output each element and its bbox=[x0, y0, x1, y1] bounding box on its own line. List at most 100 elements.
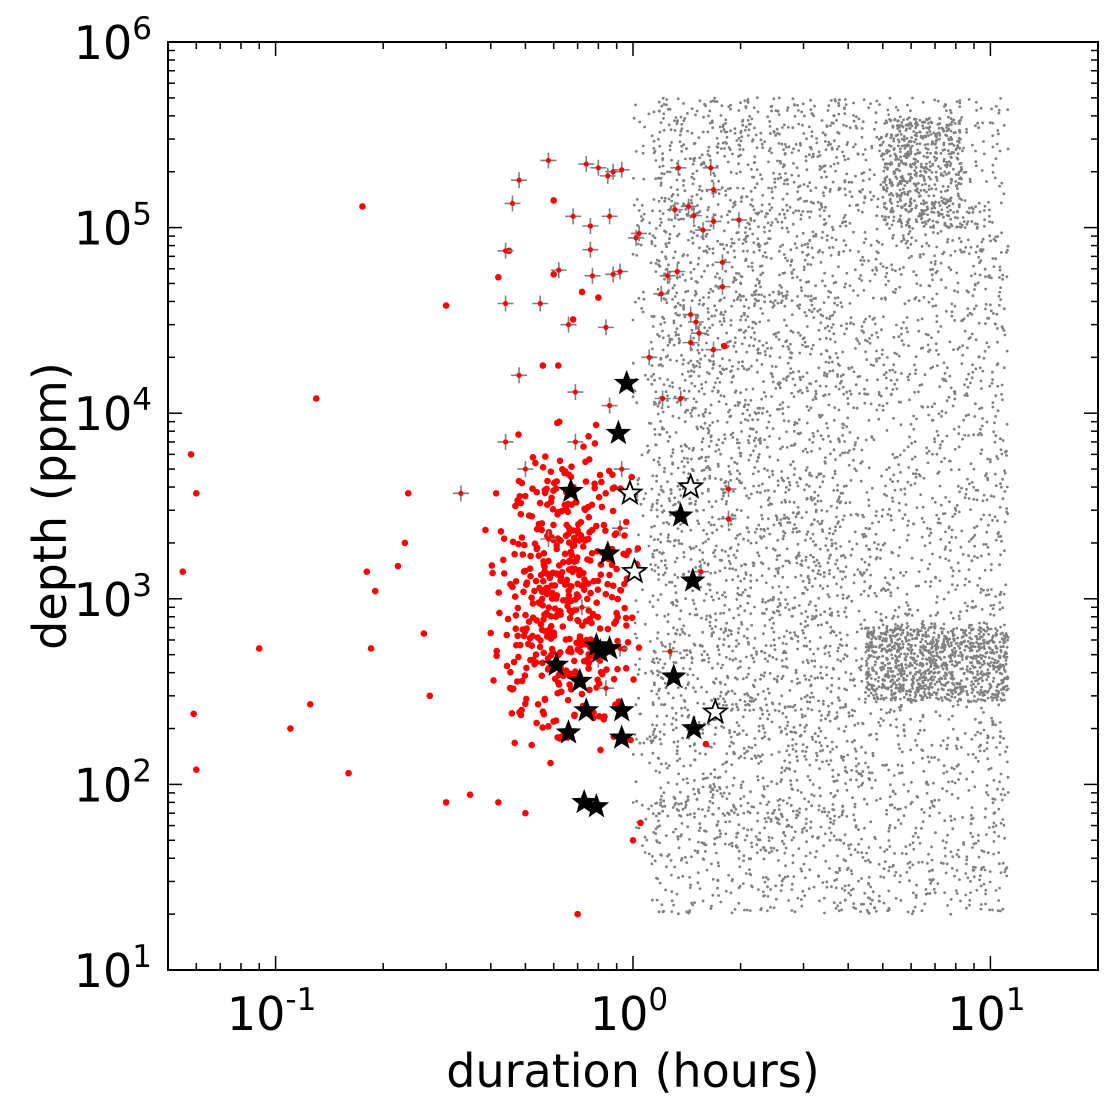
gray-point bbox=[718, 364, 722, 368]
gray-point bbox=[836, 854, 839, 858]
gray-point bbox=[742, 304, 746, 308]
gray-point bbox=[853, 268, 857, 272]
gray-point bbox=[743, 99, 747, 103]
gray-point bbox=[920, 202, 923, 206]
gray-point bbox=[672, 795, 676, 799]
gray-point bbox=[887, 215, 890, 219]
gray-point bbox=[986, 851, 990, 855]
gray-point bbox=[823, 271, 826, 275]
gray-point bbox=[692, 602, 696, 605]
gray-point bbox=[792, 395, 796, 398]
gray-point bbox=[875, 357, 878, 361]
gray-point bbox=[1001, 273, 1005, 277]
gray-point bbox=[951, 515, 955, 518]
gray-point bbox=[770, 151, 773, 155]
gray-point bbox=[1003, 670, 1007, 673]
gray-point bbox=[1005, 454, 1008, 457]
gray-point bbox=[945, 697, 948, 701]
gray-point bbox=[723, 566, 727, 570]
gray-point bbox=[739, 804, 743, 808]
gray-point bbox=[914, 584, 918, 588]
gray-point bbox=[660, 794, 663, 798]
gray-point bbox=[780, 694, 784, 698]
gray-point bbox=[826, 814, 829, 818]
gray-point bbox=[857, 208, 860, 212]
gray-point bbox=[978, 261, 981, 265]
gray-point bbox=[840, 644, 844, 647]
gray-point bbox=[951, 404, 955, 408]
gray-point bbox=[706, 487, 710, 491]
gray-point bbox=[864, 859, 867, 863]
gray-point bbox=[840, 908, 844, 912]
gray-point bbox=[922, 769, 926, 773]
gray-point bbox=[701, 785, 705, 789]
gray-point bbox=[657, 109, 661, 113]
gray-point bbox=[874, 111, 878, 115]
gray-point bbox=[950, 866, 954, 870]
gray-point bbox=[776, 799, 780, 802]
gray-point bbox=[904, 570, 908, 574]
gray-point bbox=[780, 299, 784, 303]
gray-point bbox=[1005, 422, 1009, 426]
gray-point bbox=[877, 391, 881, 394]
gray-point bbox=[849, 553, 853, 557]
gray-point bbox=[817, 699, 820, 703]
gray-point bbox=[677, 772, 680, 776]
gray-point bbox=[942, 361, 946, 365]
gray-point bbox=[723, 814, 727, 817]
gray-point bbox=[739, 298, 742, 302]
gray-point bbox=[682, 624, 686, 628]
gray-point bbox=[846, 397, 850, 400]
gray-point bbox=[707, 500, 711, 504]
gray-point bbox=[963, 329, 967, 333]
gray-point bbox=[803, 714, 807, 718]
gray-point bbox=[741, 729, 745, 732]
gray-point bbox=[947, 525, 951, 529]
gray-point bbox=[742, 795, 746, 798]
gray-point bbox=[769, 905, 772, 909]
gray-point bbox=[827, 763, 831, 766]
gray-point bbox=[857, 250, 860, 254]
gray-point bbox=[670, 580, 674, 584]
gray-point bbox=[853, 467, 857, 471]
gray-point bbox=[985, 341, 989, 345]
gray-point bbox=[831, 274, 835, 278]
gray-point bbox=[758, 339, 761, 343]
gray-point bbox=[764, 820, 768, 824]
gray-point bbox=[876, 543, 880, 546]
gray-point bbox=[964, 414, 968, 418]
gray-point bbox=[737, 143, 741, 147]
gray-point bbox=[665, 766, 669, 770]
gray-point bbox=[976, 433, 980, 437]
gray-point bbox=[733, 336, 737, 340]
gray-point bbox=[976, 281, 980, 285]
gray-point bbox=[785, 145, 788, 149]
gray-point bbox=[729, 245, 733, 248]
gray-point bbox=[781, 641, 785, 645]
gray-point bbox=[1002, 592, 1006, 596]
gray-point bbox=[730, 841, 734, 845]
gray-point bbox=[899, 684, 903, 687]
gray-point bbox=[709, 439, 713, 443]
gray-point bbox=[819, 584, 822, 588]
gray-point bbox=[754, 756, 758, 760]
gray-point bbox=[899, 423, 903, 427]
gray-point bbox=[867, 636, 871, 639]
gray-point bbox=[988, 458, 992, 461]
gray-point bbox=[947, 559, 951, 562]
gray-point bbox=[925, 241, 929, 245]
gray-point bbox=[753, 126, 756, 130]
gray-point bbox=[805, 314, 808, 318]
gray-point bbox=[677, 876, 680, 880]
gray-point bbox=[743, 418, 747, 421]
gray-point bbox=[827, 403, 831, 407]
gray-point bbox=[820, 119, 824, 122]
gray-point bbox=[781, 537, 785, 541]
gray-point bbox=[851, 547, 854, 551]
gray-point bbox=[945, 126, 948, 129]
gray-point bbox=[697, 374, 701, 378]
gray-point bbox=[686, 781, 689, 785]
gray-point bbox=[875, 547, 879, 551]
gray-point bbox=[832, 822, 835, 826]
gray-point bbox=[915, 468, 919, 472]
